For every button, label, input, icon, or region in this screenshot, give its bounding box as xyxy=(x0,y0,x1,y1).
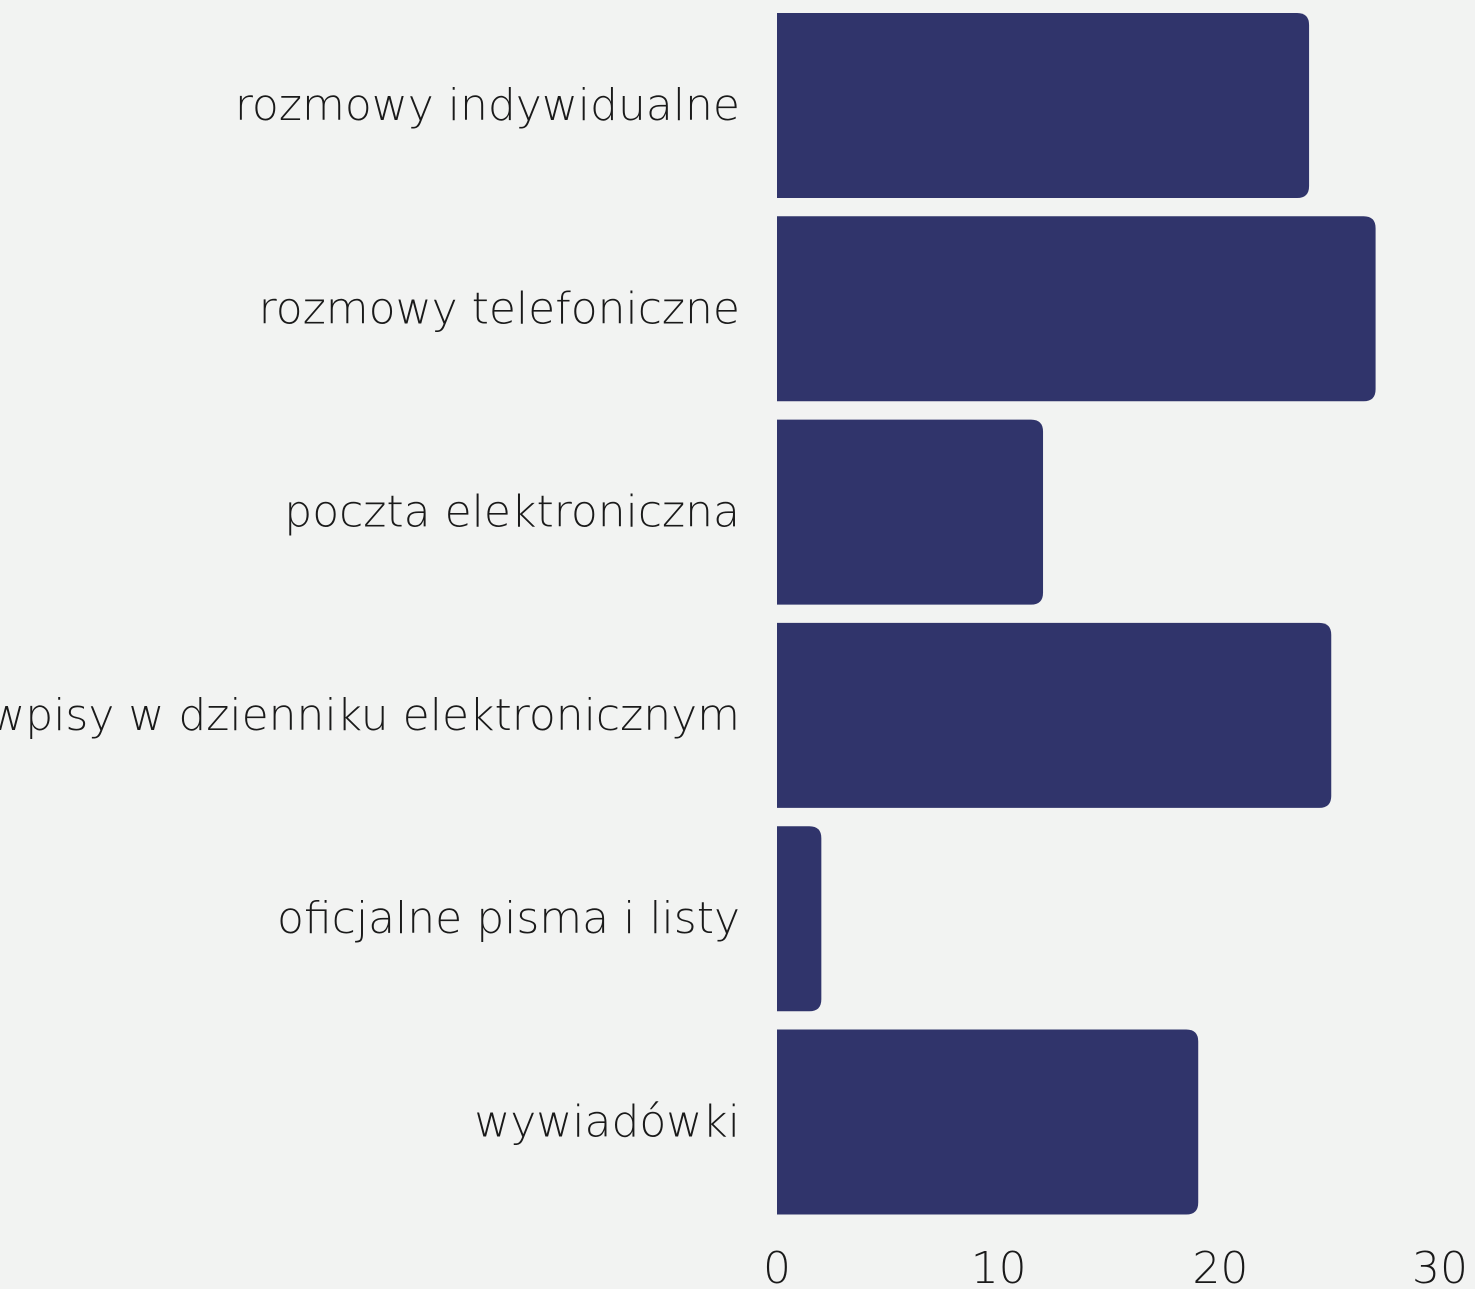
category-label-1: rozmowy telefoniczne xyxy=(259,283,740,334)
category-labels-group: rozmowy indywidualne rozmowy telefoniczne… xyxy=(0,80,740,1148)
x-axis-ticks-group: 0 10 20 30 xyxy=(763,1243,1468,1289)
x-tick-label-2: 20 xyxy=(1192,1243,1248,1289)
bars-group xyxy=(777,13,1376,1215)
bar-0 xyxy=(777,13,1310,198)
x-tick-label-3: 30 xyxy=(1412,1243,1468,1289)
bar-3 xyxy=(777,622,1332,808)
bar-5 xyxy=(777,1029,1199,1215)
x-tick-label-1: 10 xyxy=(971,1243,1027,1289)
bar-4 xyxy=(777,826,822,1012)
bar-2 xyxy=(777,419,1044,605)
bar-1 xyxy=(777,216,1376,402)
category-label-0: rozmowy indywidualne xyxy=(235,80,740,131)
category-label-4: oficjalne pisma i listy xyxy=(277,893,740,944)
category-label-2: poczta elektroniczna xyxy=(284,487,740,538)
category-label-5: wywiadówki xyxy=(474,1097,740,1148)
category-label-3: wpisy w dzienniku elektronicznym xyxy=(0,690,740,741)
x-tick-label-0: 0 xyxy=(763,1243,791,1289)
